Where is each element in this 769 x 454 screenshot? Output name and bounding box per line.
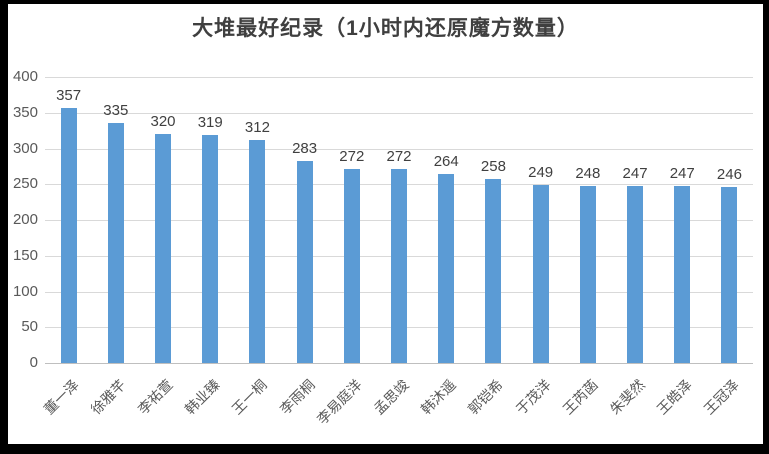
y-tick-label: 100 bbox=[12, 282, 38, 300]
bar-slot: 258 bbox=[470, 77, 517, 363]
bar-value-label: 248 bbox=[575, 164, 601, 182]
bar-value-label: 272 bbox=[339, 147, 365, 165]
bar-slot: 320 bbox=[139, 77, 186, 363]
bar bbox=[155, 134, 171, 363]
bars-container: 357 335 320 319 312 283 272 272 264 258 249 248 247 2… bbox=[45, 77, 753, 363]
bar bbox=[721, 187, 738, 363]
bar-value-label: 312 bbox=[244, 118, 270, 136]
y-tick-label: 50 bbox=[21, 318, 38, 336]
y-gridline bbox=[45, 77, 753, 78]
bar-slot: 283 bbox=[281, 77, 328, 363]
bar-slot: 248 bbox=[564, 77, 611, 363]
bar bbox=[202, 134, 219, 363]
chart-title: 大堆最好纪录（1小时内还原魔方数量） bbox=[192, 17, 579, 40]
bar-slot: 272 bbox=[375, 77, 422, 363]
bar-slot: 247 bbox=[659, 77, 706, 363]
bar bbox=[296, 160, 313, 363]
plot-area: 357 335 320 319 312 283 272 272 264 258 249 248 247 2… bbox=[45, 77, 753, 364]
bar-slot: 247 bbox=[611, 77, 658, 363]
y-tick-label: 150 bbox=[12, 246, 38, 264]
x-category-label: 董一泽 bbox=[40, 376, 82, 418]
bar bbox=[249, 139, 266, 363]
x-category-label: 王冠泽 bbox=[701, 376, 743, 418]
bar-value-label: 258 bbox=[480, 157, 506, 175]
y-tick-label: 300 bbox=[12, 139, 38, 157]
x-category-label: 韩沐遥 bbox=[417, 376, 459, 418]
x-category-label: 李雨桐 bbox=[276, 376, 318, 418]
bar-value-label: 319 bbox=[197, 113, 223, 131]
y-tick-label: 0 bbox=[29, 354, 38, 371]
bar bbox=[532, 184, 549, 363]
x-category-label: 王芮菡 bbox=[559, 376, 601, 418]
y-gridline bbox=[45, 112, 753, 114]
y-gridline bbox=[45, 148, 753, 150]
bar bbox=[391, 168, 408, 363]
x-category-label: 徐雅芊 bbox=[87, 376, 129, 418]
x-axis-line bbox=[45, 363, 753, 364]
bar-value-label: 247 bbox=[622, 165, 648, 183]
bar-value-label: 246 bbox=[716, 166, 742, 184]
bar-slot: 246 bbox=[706, 77, 753, 363]
bar bbox=[438, 174, 455, 363]
bar-value-label: 320 bbox=[150, 113, 176, 131]
bar-slot: 357 bbox=[45, 77, 92, 363]
bar bbox=[579, 185, 596, 363]
x-category-label: 郭铠希 bbox=[465, 376, 507, 418]
y-tick-label: 400 bbox=[12, 68, 38, 85]
bar-slot: 312 bbox=[234, 77, 281, 363]
bar-value-label: 335 bbox=[103, 102, 129, 120]
y-tick-label: 250 bbox=[12, 175, 38, 193]
x-category-label: 王一桐 bbox=[229, 376, 271, 418]
x-category-label: 李易庭洋 bbox=[313, 376, 365, 428]
x-category-label: 孟思竣 bbox=[370, 376, 412, 418]
bar bbox=[107, 123, 124, 363]
bar bbox=[343, 168, 360, 363]
bar-value-label: 249 bbox=[528, 163, 554, 181]
bar bbox=[674, 186, 691, 363]
bar-slot: 335 bbox=[92, 77, 139, 363]
bar-slot: 319 bbox=[187, 77, 234, 363]
x-category-label: 于茂洋 bbox=[512, 376, 554, 418]
bar-value-label: 283 bbox=[292, 139, 318, 157]
bar bbox=[485, 178, 502, 363]
bar-slot: 249 bbox=[517, 77, 564, 363]
bar-value-label: 247 bbox=[669, 165, 695, 183]
bar-value-label: 264 bbox=[433, 153, 459, 171]
y-axis: 0 50 100 150 200 250 300 350 400 bbox=[8, 68, 40, 371]
bar-slot: 272 bbox=[328, 77, 375, 363]
y-tick-label: 350 bbox=[12, 103, 38, 121]
x-category-label: 王皓泽 bbox=[653, 376, 695, 418]
bar bbox=[60, 107, 77, 363]
bar bbox=[627, 186, 644, 363]
y-tick-label: 200 bbox=[12, 211, 38, 228]
x-category-label: 李祐萱 bbox=[134, 376, 176, 418]
x-axis: 董一泽 徐雅芊 李祐萱 韩业臻 王一桐 李雨桐 李易庭洋 孟思竣 韩沐遥 郭铠希 于茂洋 王芮菡 朱斐然… bbox=[40, 365, 753, 444]
bar-value-label: 272 bbox=[386, 147, 412, 165]
bar-slot: 264 bbox=[423, 77, 470, 363]
x-category-label: 朱斐然 bbox=[606, 376, 648, 418]
x-category-label: 韩业臻 bbox=[181, 376, 223, 418]
bar-value-label: 357 bbox=[56, 86, 82, 104]
